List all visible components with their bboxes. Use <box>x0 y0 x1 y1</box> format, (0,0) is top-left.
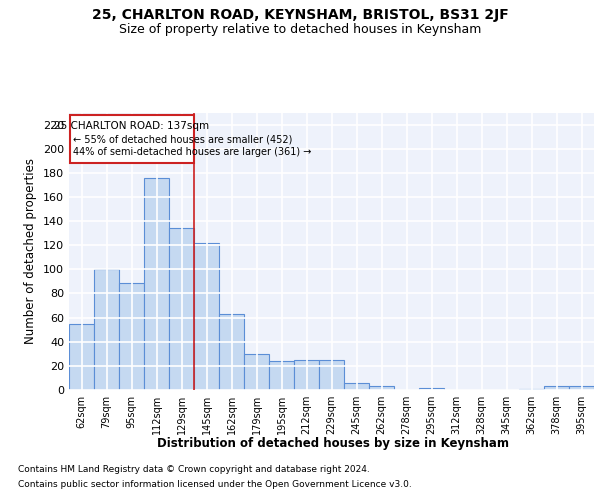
Text: 44% of semi-detached houses are larger (361) →: 44% of semi-detached houses are larger (… <box>73 148 311 158</box>
Text: Distribution of detached houses by size in Keynsham: Distribution of detached houses by size … <box>157 438 509 450</box>
Bar <box>294 360 319 390</box>
Text: 25, CHARLTON ROAD, KEYNSHAM, BRISTOL, BS31 2JF: 25, CHARLTON ROAD, KEYNSHAM, BRISTOL, BS… <box>92 8 508 22</box>
Bar <box>119 282 144 390</box>
Bar <box>69 324 94 390</box>
Bar <box>519 389 544 390</box>
Bar <box>194 243 219 390</box>
Bar <box>94 270 119 390</box>
Bar <box>569 386 594 390</box>
Bar <box>344 383 369 390</box>
Bar <box>144 178 169 390</box>
Y-axis label: Number of detached properties: Number of detached properties <box>25 158 37 344</box>
Text: Contains HM Land Registry data © Crown copyright and database right 2024.: Contains HM Land Registry data © Crown c… <box>18 465 370 474</box>
Bar <box>244 354 269 390</box>
Bar <box>369 386 394 390</box>
Text: Size of property relative to detached houses in Keynsham: Size of property relative to detached ho… <box>119 22 481 36</box>
FancyBboxPatch shape <box>70 115 194 163</box>
Text: Contains public sector information licensed under the Open Government Licence v3: Contains public sector information licen… <box>18 480 412 489</box>
Bar <box>419 388 444 390</box>
Bar <box>269 361 294 390</box>
Text: 25 CHARLTON ROAD: 137sqm: 25 CHARLTON ROAD: 137sqm <box>54 121 209 131</box>
Bar <box>544 386 569 390</box>
Bar <box>219 314 244 390</box>
Text: ← 55% of detached houses are smaller (452): ← 55% of detached houses are smaller (45… <box>73 134 293 144</box>
Bar <box>319 360 344 390</box>
Bar <box>169 228 194 390</box>
